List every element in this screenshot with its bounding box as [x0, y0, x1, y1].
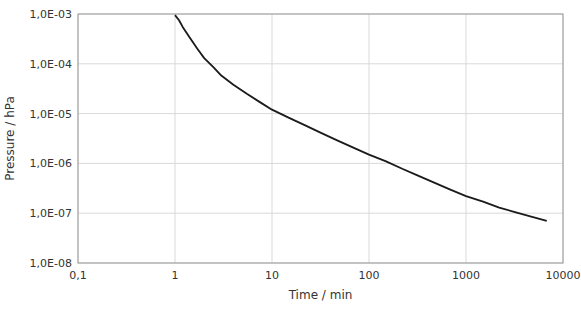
y-axis-label: Pressure / hPa	[3, 96, 17, 181]
y-grid-line	[78, 163, 563, 164]
chart: 0,1 1 10 100 1000 10000 1,0E-08 1,0E-07 1,0E-06 1…	[0, 0, 581, 309]
grid	[78, 14, 563, 263]
x-grid-line	[466, 14, 467, 263]
tick-labels: 0,1 1 10 100 1000 10000 1,0E-08 1,0E-07 1,0E-06 1…	[30, 8, 581, 282]
y-tick-label: 1,0E-04	[30, 58, 72, 71]
x-grid-line	[175, 14, 176, 263]
y-grid-line	[78, 213, 563, 214]
x-tick-label: 10	[265, 269, 279, 282]
y-tick-label: 1,0E-07	[30, 207, 72, 220]
curve	[175, 15, 547, 221]
x-tick-label: 1000	[452, 269, 480, 282]
x-tick-label: 1	[172, 269, 179, 282]
data-layer	[175, 15, 547, 221]
x-tick-label: 0,1	[69, 269, 87, 282]
x-axis-label: Time / min	[288, 288, 353, 302]
x-tick-label: 10000	[546, 269, 581, 282]
y-tick-label: 1,0E-03	[30, 8, 72, 21]
x-grid-line	[369, 14, 370, 263]
y-grid-line	[78, 113, 563, 114]
x-grid-line	[272, 14, 273, 263]
y-tick-label: 1,0E-05	[30, 108, 72, 121]
y-grid-line	[78, 63, 563, 64]
y-tick-label: 1,0E-06	[30, 157, 72, 170]
x-tick-label: 100	[359, 269, 380, 282]
plot-area	[78, 14, 563, 263]
plot-frame	[78, 14, 563, 263]
y-tick-label: 1,0E-08	[30, 257, 72, 270]
